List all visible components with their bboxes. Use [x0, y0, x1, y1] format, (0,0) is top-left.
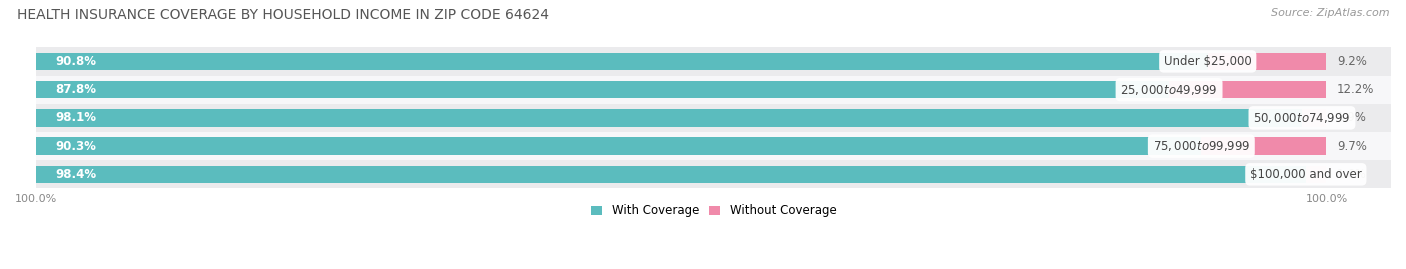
- Text: HEALTH INSURANCE COVERAGE BY HOUSEHOLD INCOME IN ZIP CODE 64624: HEALTH INSURANCE COVERAGE BY HOUSEHOLD I…: [17, 8, 548, 22]
- Bar: [37, 81, 1168, 98]
- Text: 90.3%: 90.3%: [55, 140, 97, 153]
- Text: $100,000 and over: $100,000 and over: [1250, 168, 1362, 181]
- Text: $50,000 to $74,999: $50,000 to $74,999: [1253, 111, 1351, 125]
- Text: 98.4%: 98.4%: [55, 168, 97, 181]
- Text: 87.8%: 87.8%: [55, 83, 97, 96]
- Text: Under $25,000: Under $25,000: [1164, 55, 1251, 68]
- Bar: [1306, 166, 1326, 183]
- Text: 12.2%: 12.2%: [1337, 83, 1374, 96]
- Bar: [37, 137, 1201, 155]
- Text: $75,000 to $99,999: $75,000 to $99,999: [1153, 139, 1250, 153]
- Text: 9.7%: 9.7%: [1337, 140, 1367, 153]
- Bar: [37, 109, 1302, 127]
- Text: $25,000 to $49,999: $25,000 to $49,999: [1121, 83, 1218, 97]
- Bar: [37, 160, 1391, 189]
- Bar: [37, 166, 1306, 183]
- Text: 9.2%: 9.2%: [1337, 55, 1367, 68]
- Bar: [37, 76, 1391, 104]
- Bar: [1208, 53, 1326, 70]
- Text: Source: ZipAtlas.com: Source: ZipAtlas.com: [1271, 8, 1389, 18]
- Bar: [37, 132, 1391, 160]
- Legend: With Coverage, Without Coverage: With Coverage, Without Coverage: [586, 200, 841, 222]
- Bar: [37, 47, 1391, 76]
- Text: 1.9%: 1.9%: [1337, 111, 1367, 124]
- Text: 98.1%: 98.1%: [55, 111, 97, 124]
- Bar: [1201, 137, 1326, 155]
- Bar: [37, 104, 1391, 132]
- Text: 1.6%: 1.6%: [1337, 168, 1367, 181]
- Bar: [37, 53, 1208, 70]
- Bar: [1168, 81, 1326, 98]
- Text: 90.8%: 90.8%: [55, 55, 97, 68]
- Bar: [1302, 109, 1326, 127]
